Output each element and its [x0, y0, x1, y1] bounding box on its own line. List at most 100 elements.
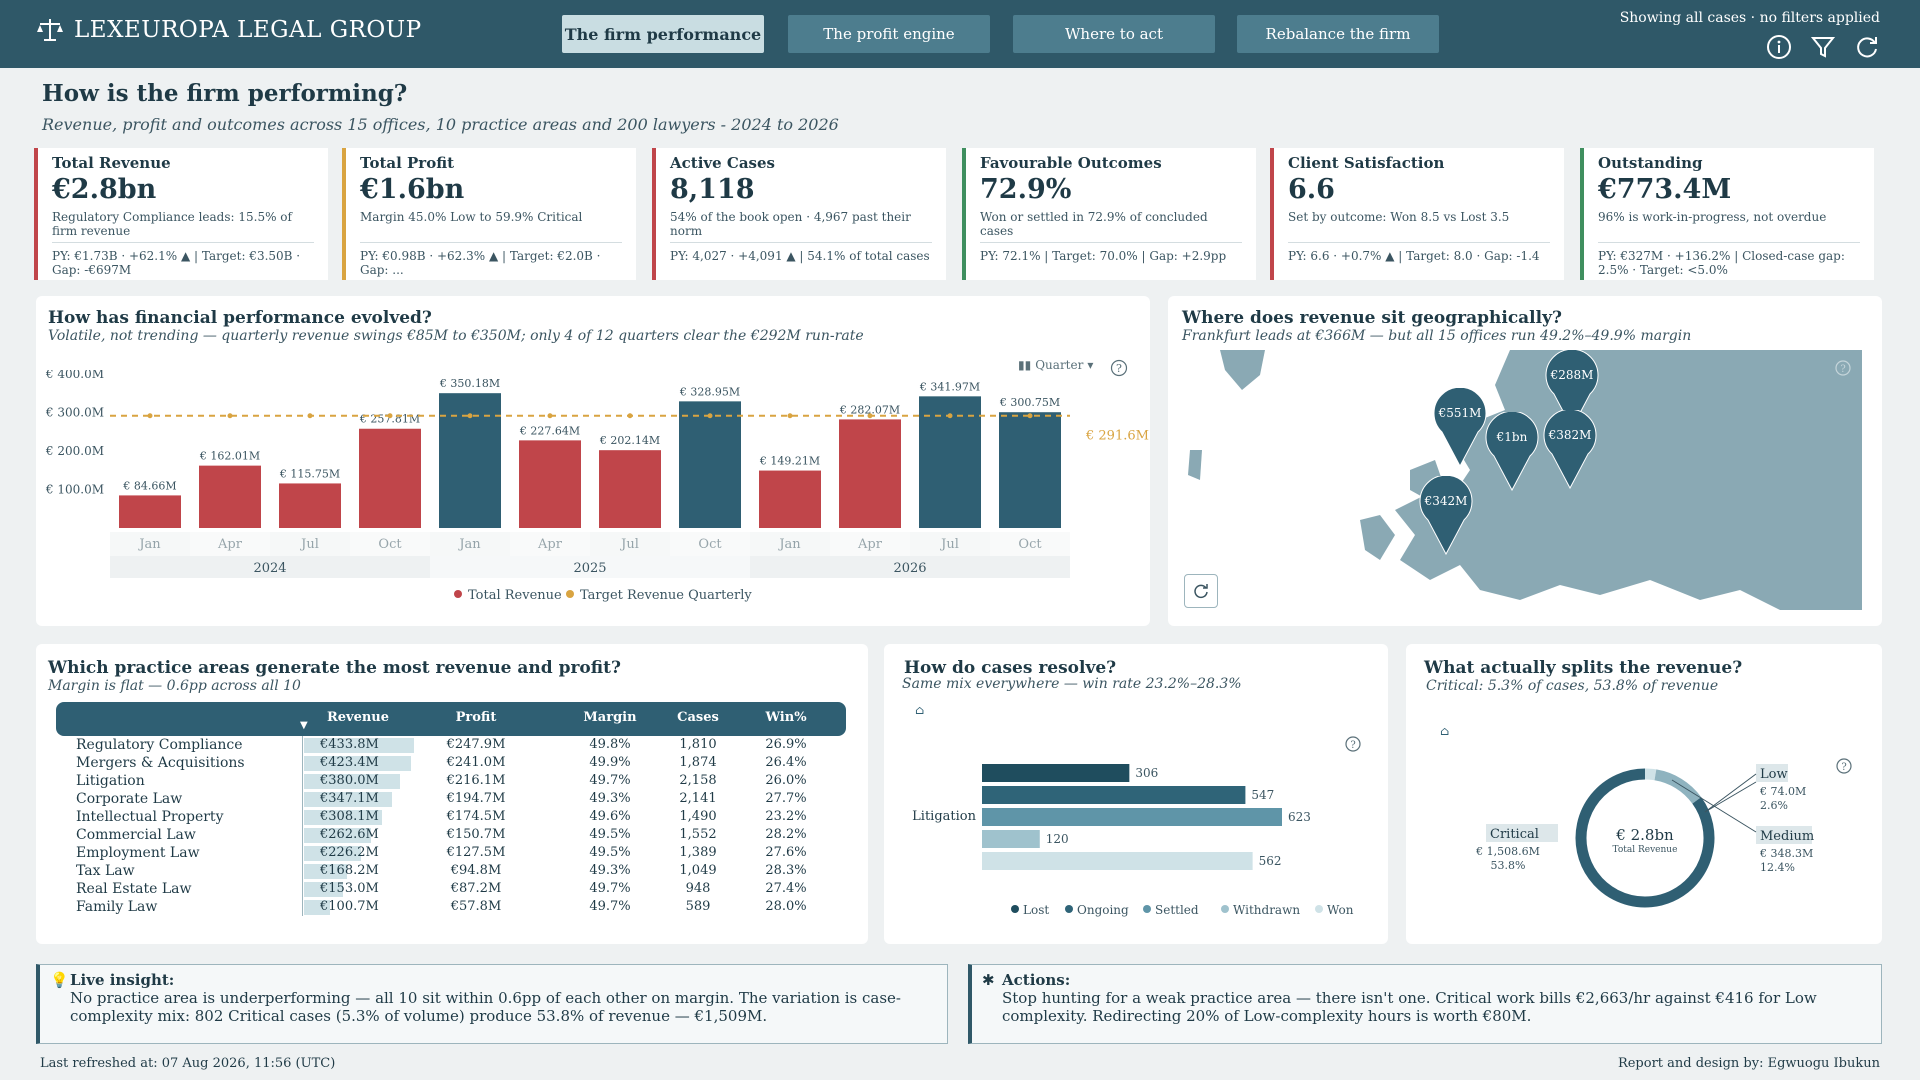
revenue-bar[interactable]	[359, 428, 421, 528]
segment-name[interactable]: Medium	[1760, 829, 1814, 844]
target-point	[467, 413, 473, 419]
table-row[interactable]: Commercial Law €262.6M €150.7M 49.5% 1,552 28…	[56, 826, 846, 844]
case-outcome-bar[interactable]	[982, 786, 1246, 804]
segment-pct: 12.4%	[1760, 861, 1795, 874]
kpi-label: Favourable Outcomes	[980, 154, 1162, 172]
table-row[interactable]: Employment Law €226.2M €127.5M 49.5% 1,389 27…	[56, 844, 846, 862]
filter-icon[interactable]	[1810, 34, 1836, 60]
info-icon[interactable]	[1766, 34, 1792, 60]
legend-item[interactable]: Lost	[1023, 903, 1049, 917]
case-outcome-bar[interactable]	[982, 830, 1040, 848]
case-outcome-bar[interactable]	[982, 852, 1253, 870]
column-header[interactable]: Margin	[583, 710, 637, 725]
revenue-bar[interactable]	[919, 396, 981, 528]
column-header[interactable]: Profit	[455, 710, 497, 725]
revenue-bar-fill	[304, 900, 330, 915]
table-row[interactable]: Tax Law €168.2M €94.8M 49.3% 1,049 28.3%	[56, 862, 846, 880]
live-insight-box: 💡 Live insight: No practice area is unde…	[36, 964, 948, 1044]
x-band	[510, 532, 590, 556]
donut-segment[interactable]	[1644, 768, 1657, 781]
legend-target-revenue[interactable]: Target Revenue Quarterly	[580, 588, 752, 603]
y-tick-label: € 200.0M	[45, 444, 104, 458]
map-pin-label: €1bn	[1496, 430, 1528, 444]
donut-segment[interactable]	[1575, 768, 1715, 908]
revenue-bar[interactable]	[759, 470, 821, 528]
kpi-value: 72.9%	[980, 174, 1072, 205]
case-outcome-bar[interactable]	[982, 808, 1282, 826]
x-band	[430, 532, 510, 556]
map-reset-button[interactable]	[1184, 574, 1218, 608]
kpi-card[interactable]: Active Cases 8,118 54% of the book open · …	[652, 148, 946, 280]
split-help-icon[interactable]: ?	[1836, 758, 1852, 778]
cases-cell: 948	[685, 881, 711, 896]
donut-segment[interactable]	[1654, 769, 1702, 804]
case-bar-value: 306	[1135, 766, 1158, 780]
tab-profit-engine[interactable]: The profit engine	[788, 15, 990, 53]
table-row[interactable]: Corporate Law €347.1M €194.7M 49.3% 2,141 27.…	[56, 790, 846, 808]
help-icon[interactable]: ?	[1110, 359, 1128, 381]
leader-line	[1704, 773, 1757, 813]
table-row[interactable]: Mergers & Acquisitions €423.4M €241.0M 49.9…	[56, 754, 846, 772]
table-row[interactable]: Family Law €100.7M €57.8M 49.7% 589 28.0%	[56, 898, 846, 916]
refresh-icon[interactable]	[1854, 34, 1880, 60]
table-row[interactable]: Litigation €380.0M €216.1M 49.7% 2,158 26.0%	[56, 772, 846, 790]
map-pin[interactable]: €342M	[1418, 474, 1474, 556]
revenue-bar[interactable]	[119, 495, 181, 528]
column-header[interactable]: Win%	[765, 710, 807, 725]
win-cell: 27.6%	[765, 845, 807, 860]
map-help-icon[interactable]: ?	[1835, 360, 1851, 380]
table-row[interactable]: Intellectual Property €308.1M €174.5M 49.6%…	[56, 808, 846, 826]
sort-desc-icon[interactable]: ▼	[300, 720, 308, 731]
column-header[interactable]: Revenue	[326, 710, 390, 725]
kpi-card[interactable]: Client Satisfaction 6.6 Set by outcome: Wo…	[1270, 148, 1564, 280]
case-outcome-bar[interactable]	[982, 764, 1130, 782]
tab-firm-performance[interactable]: The firm performance	[562, 15, 764, 53]
revenue-bar[interactable]	[519, 440, 581, 528]
revenue-bar[interactable]	[999, 412, 1061, 528]
granularity-dropdown[interactable]: ▮▮ Quarter ▾	[1018, 358, 1093, 372]
map-pin[interactable]: €382M	[1542, 408, 1598, 490]
target-point	[1027, 413, 1033, 419]
kpi-prior-year: PY: 4,027 · +4,091 ▲ | 54.1% of total ca…	[670, 249, 930, 263]
legend-item[interactable]: Withdrawn	[1233, 903, 1300, 917]
revenue-bar[interactable]	[279, 483, 341, 528]
table-row[interactable]: Regulatory Compliance €433.8M €247.9M 49.8%…	[56, 736, 846, 754]
segment-name[interactable]: Critical	[1490, 827, 1539, 842]
target-value-label: € 291.6M	[1085, 429, 1149, 444]
cases-help-icon[interactable]: ?	[1345, 736, 1361, 756]
revenue-bar[interactable]	[599, 450, 661, 528]
kpi-prior-year: PY: €1.73B · +62.1% ▲ | Target: €3.50B ·…	[52, 249, 301, 277]
revenue-bar[interactable]	[679, 401, 741, 528]
kpi-prior-year: PY: €0.98B · +62.3% ▲ | Target: €2.0B · …	[360, 249, 601, 277]
map-pin[interactable]: €288M	[1544, 348, 1600, 430]
target-point	[147, 413, 153, 419]
revenue-bar-chart: € 100.0M € 200.0M € 300.0M € 400.0M € 84.66M…	[45, 370, 1149, 603]
table-row[interactable]: Real Estate Law €153.0M €87.2M 49.7% 948 27.4…	[56, 880, 846, 898]
tab-where-to-act[interactable]: Where to act	[1013, 15, 1215, 53]
segment-value: € 348.3M	[1759, 847, 1813, 860]
kpi-prior-year: PY: €327M · +136.2% | Closed-case gap: 2…	[1598, 249, 1845, 277]
kpi-label: Outstanding	[1598, 154, 1703, 172]
kpi-value: 6.6	[1288, 174, 1335, 205]
split-home-icon[interactable]: ⌂	[1440, 724, 1450, 738]
legend-item[interactable]: Settled	[1155, 903, 1199, 917]
legend-total-revenue[interactable]: Total Revenue	[468, 588, 562, 603]
legend-item[interactable]: Won	[1327, 903, 1354, 917]
kpi-value: €773.4M	[1598, 174, 1732, 205]
segment-name[interactable]: Low	[1760, 767, 1788, 782]
column-header[interactable]: Cases	[677, 710, 719, 725]
map-pin[interactable]: €551M	[1432, 386, 1488, 468]
revenue-bar[interactable]	[839, 419, 901, 528]
home-icon[interactable]: ⌂	[915, 703, 925, 717]
tab-rebalance-firm[interactable]: Rebalance the firm	[1237, 15, 1439, 53]
revenue-bar-fill	[304, 810, 383, 825]
kpi-card[interactable]: Favourable Outcomes 72.9% Won or settled i…	[962, 148, 1256, 280]
legend-item[interactable]: Ongoing	[1077, 903, 1129, 917]
kpi-card[interactable]: Total Profit €1.6bn Margin 45.0% Low to 59…	[342, 148, 636, 280]
map-pin[interactable]: €1bn	[1484, 410, 1540, 492]
svg-text:?: ?	[1841, 762, 1846, 773]
kpi-card[interactable]: Total Revenue €2.8bn Regulatory Compliance…	[34, 148, 328, 280]
brand-logo[interactable]: LEXEUROPA LEGAL GROUP	[36, 16, 422, 44]
revenue-bar[interactable]	[199, 465, 261, 528]
kpi-card[interactable]: Outstanding €773.4M 96% is work-in-progres…	[1580, 148, 1874, 280]
